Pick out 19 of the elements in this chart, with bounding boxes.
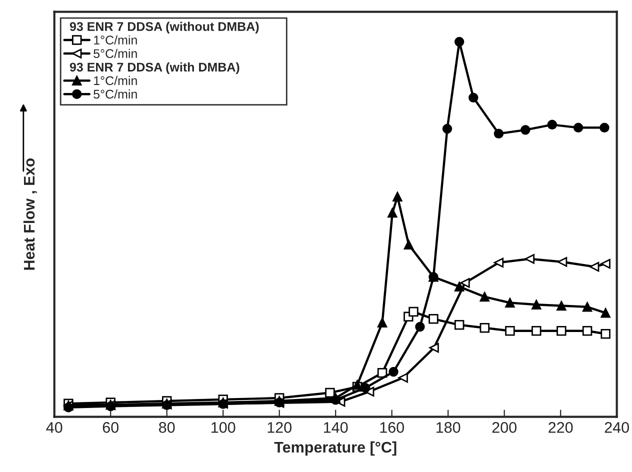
x-tick-label: 200 (492, 422, 516, 433)
x-tick-label: 40 (46, 422, 62, 433)
y-axis-title: Heat Flow , Exo (23, 158, 37, 270)
x-axis-title: Temperature [°C] (274, 441, 396, 456)
text: 93 ENR 7 DDSA (without DMBA) (70, 22, 259, 34)
x-tick-label: 240 (604, 422, 629, 433)
legend-label: 1°C/min (94, 76, 137, 86)
x-tick-label: 140 (324, 422, 348, 433)
legend-label: 5°C/min (94, 48, 137, 58)
legend-label: 1°C/min (94, 35, 137, 45)
x-tick-label: 60 (102, 422, 118, 433)
x-tick-label: 180 (436, 422, 460, 433)
x-tick-label: 120 (268, 422, 292, 433)
legend-label: 5°C/min (94, 89, 137, 99)
annotation: 93 ENR 7 DDSA (with DMBA) (70, 62, 240, 74)
x-tick-label: 100 (212, 422, 236, 433)
x-tick-label: 80 (159, 422, 175, 433)
x-tick-label: 220 (548, 422, 573, 433)
x-tick-label: 160 (380, 422, 404, 433)
